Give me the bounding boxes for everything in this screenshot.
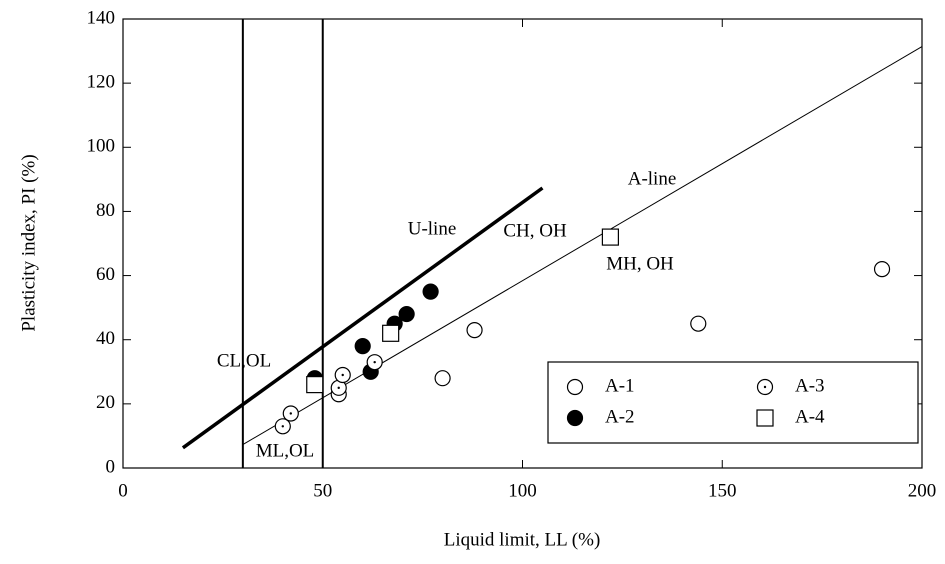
- marker: [601, 228, 619, 246]
- legend-label: A-4: [795, 406, 825, 427]
- y-tick-label: 40: [96, 328, 115, 349]
- region-label: ML,OL: [256, 440, 315, 461]
- marker-dot: [281, 425, 284, 428]
- y-tick-label: 20: [96, 392, 115, 413]
- y-tick-label: 0: [106, 456, 116, 477]
- marker: [382, 324, 400, 342]
- line-label: U-line: [408, 218, 457, 239]
- marker: [354, 338, 371, 355]
- y-tick-label: 100: [87, 136, 116, 157]
- region-label: CH, OH: [503, 220, 567, 241]
- reference-line: [242, 46, 923, 446]
- marker: [434, 370, 451, 387]
- y-axis-label: Plasticity index, PI (%): [18, 154, 39, 331]
- marker-dot: [373, 360, 376, 364]
- marker: [566, 409, 584, 427]
- y-tick-label: 120: [87, 72, 116, 93]
- region-label: MH, OH: [606, 253, 674, 274]
- x-tick-label: 50: [313, 480, 332, 501]
- x-tick-label: 100: [508, 480, 537, 501]
- x-tick-label: 150: [708, 480, 737, 501]
- marker: [690, 315, 707, 332]
- marker: [398, 305, 415, 323]
- x-axis-label: Liquid limit, LL (%): [444, 529, 601, 550]
- legend-label: A-1: [605, 375, 635, 396]
- marker-dot: [289, 412, 292, 415]
- marker: [756, 409, 774, 427]
- marker: [466, 321, 483, 339]
- line-label: A-line: [628, 168, 677, 189]
- marker: [873, 261, 891, 278]
- reference-line: [181, 186, 544, 450]
- legend-label: A-2: [605, 406, 635, 427]
- marker: [306, 376, 324, 394]
- y-tick-label: 140: [87, 7, 116, 28]
- y-tick-label: 60: [96, 264, 115, 285]
- marker: [566, 378, 584, 396]
- legend-label: A-3: [795, 375, 825, 396]
- y-tick-label: 80: [96, 200, 115, 221]
- x-tick-label: 200: [908, 480, 937, 501]
- legend-box: [547, 361, 919, 444]
- marker-dot: [341, 373, 344, 377]
- marker-dot: [763, 385, 767, 389]
- region-label: CL,OL: [217, 350, 271, 371]
- marker-dot: [337, 386, 340, 390]
- x-tick-label: 0: [118, 480, 128, 501]
- marker: [422, 283, 439, 300]
